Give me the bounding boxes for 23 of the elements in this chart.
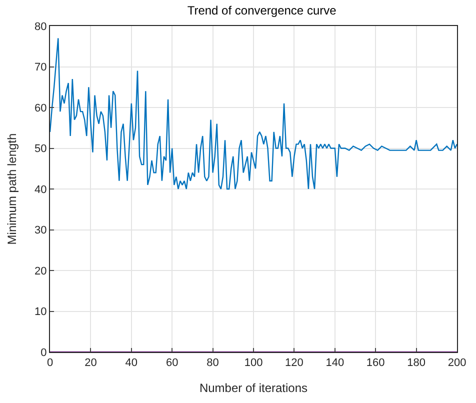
y-tick-label: 60 [34,102,47,114]
x-tick-label: 200 [448,357,466,370]
y-tick-label: 50 [34,143,47,156]
y-tick-label: 70 [34,62,47,74]
y-tick-label: 40 [34,184,47,196]
x-tick-label: 160 [366,357,385,370]
y-tick-label: 30 [34,224,47,237]
x-tick-label: 100 [244,357,263,370]
line-series [50,38,457,190]
x-tick-label: 80 [206,357,219,370]
chart-title: Trend of convergence curve [187,3,337,18]
y-tick-label: 20 [34,265,47,278]
y-tick-label: 0 [40,346,47,359]
x-tick-label: 60 [166,357,178,370]
x-axis-title: Number of iterations [199,381,308,396]
x-tick-label: 180 [407,357,426,370]
x-tick-label: 140 [326,357,344,370]
x-tick-label: 20 [84,357,97,370]
y-tick-label: 10 [34,306,47,318]
y-axis-title: Minimum path length [4,133,19,245]
x-tick-label: 120 [285,357,304,370]
y-tick-label: 80 [34,20,47,33]
x-tick-label: 40 [125,357,138,370]
